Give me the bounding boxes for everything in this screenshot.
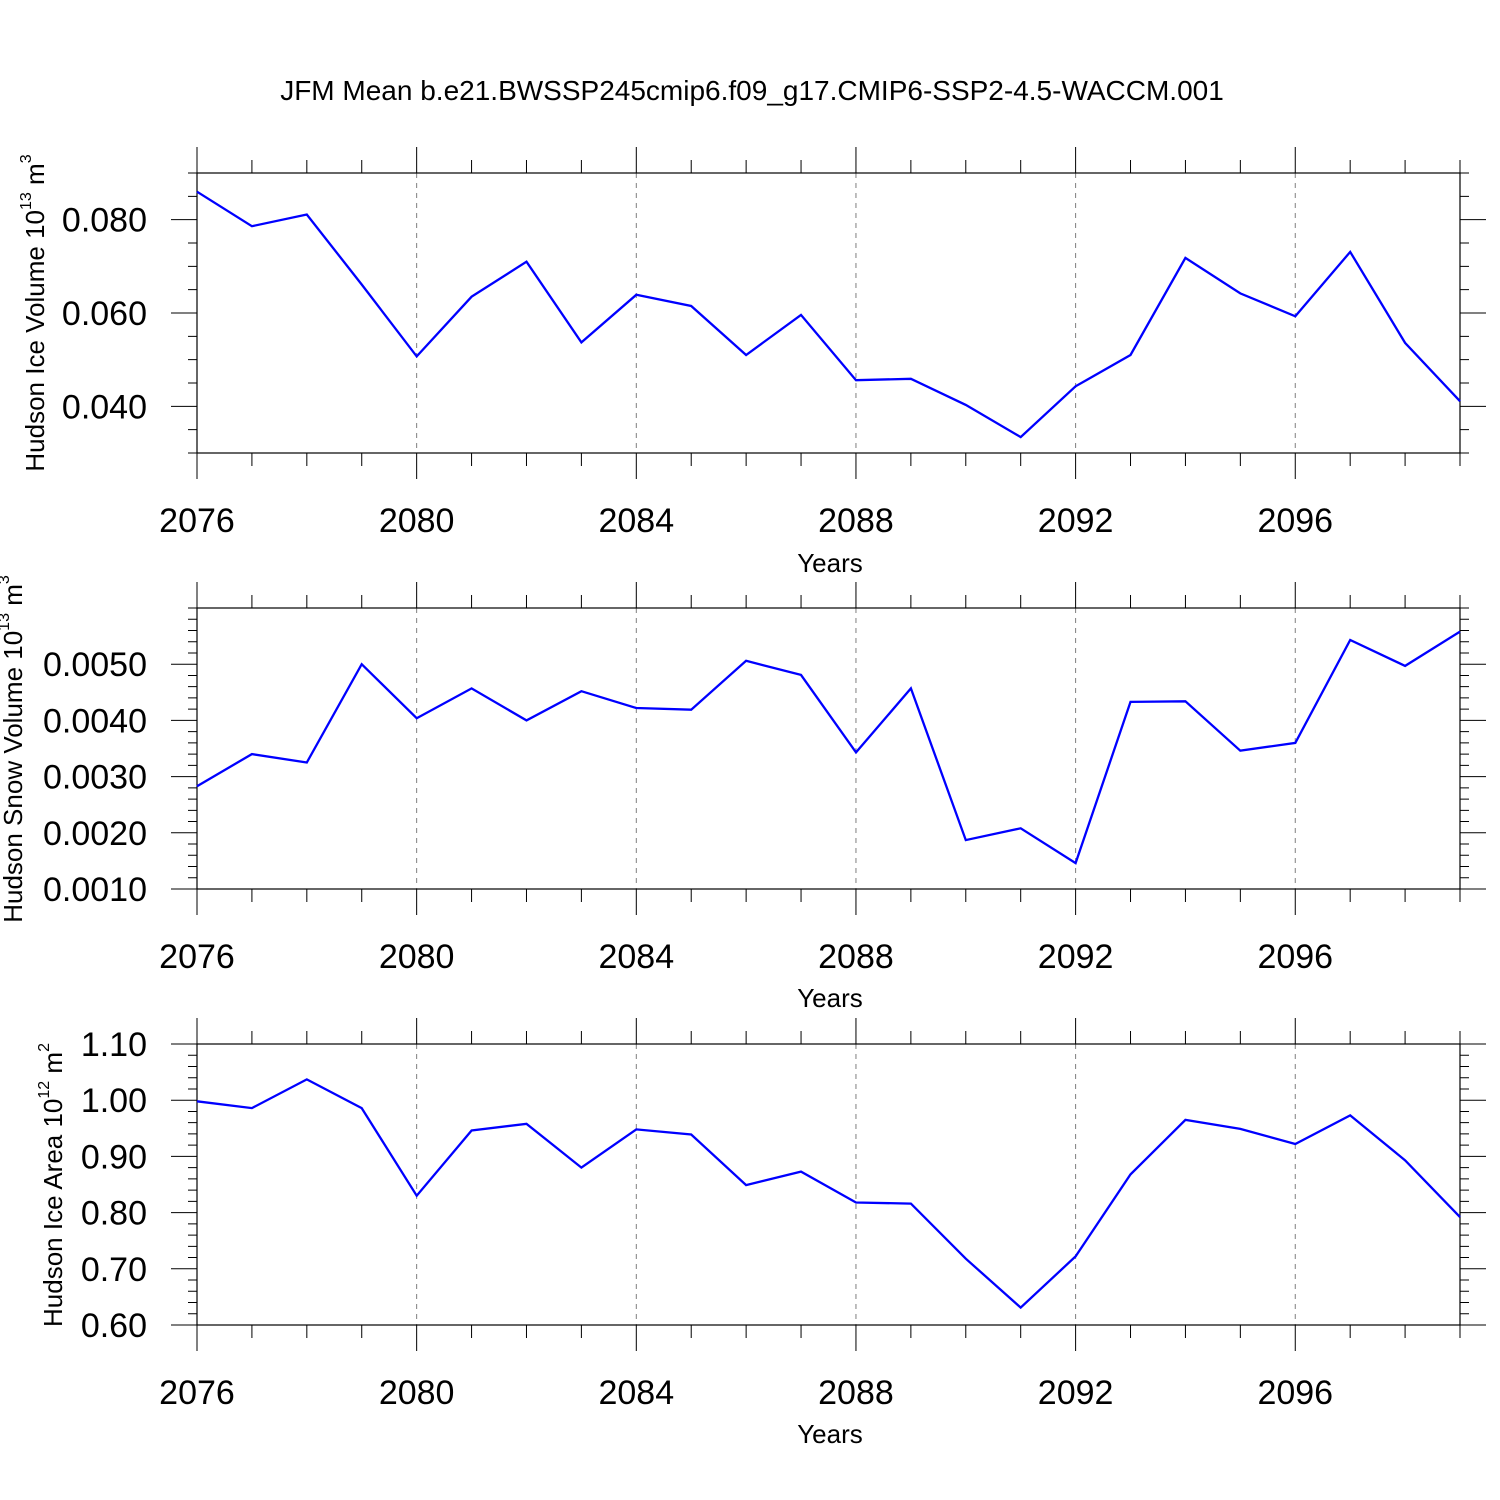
ice-area-y-tick-label: 0.80 [81, 1195, 147, 1233]
snow-volume-x-tick-label: 2092 [1038, 938, 1114, 976]
snow-volume-x-tick-label: 2096 [1257, 938, 1333, 976]
ice-area-x-tick-label: 2088 [818, 1374, 894, 1412]
ice-volume-xlabel: Years [797, 548, 863, 578]
ice-area-panel: Hudson Ice Area 1012 m2 Years 2076 2080 20… [36, 1018, 1486, 1449]
ice-volume-y-tick-label: 0.080 [62, 202, 147, 240]
ice-volume-x-tick-label: 2080 [379, 502, 455, 540]
ice-area-y-tick-label: 1.10 [81, 1026, 147, 1064]
snow-volume-y-tick-label: 0.0010 [43, 871, 147, 909]
ice-volume-ylabel: Hudson Ice Volume 1013 m3 [18, 154, 50, 471]
ice-area-ylabel: Hudson Ice Area 1012 m2 [36, 1043, 68, 1327]
ice-volume-series-line [196, 190, 1461, 439]
ice-volume-y-tick-label: 0.060 [62, 295, 147, 333]
ice-area-x-tick-label: 2080 [379, 1374, 455, 1412]
ice-volume-x-tick-label: 2092 [1038, 502, 1114, 540]
ice-volume-plot-frame [196, 172, 1461, 454]
ice-volume-x-tick-label: 2076 [159, 502, 235, 540]
ice-volume-x-tick-label: 2084 [598, 502, 674, 540]
snow-volume-y-tick-label: 0.0050 [43, 646, 147, 684]
ice-area-y-tick-label: 0.90 [81, 1138, 147, 1176]
snow-volume-xlabel: Years [797, 983, 863, 1013]
ice-area-x-tick-label: 2076 [159, 1374, 235, 1412]
ice-area-x-tick-label: 2096 [1257, 1374, 1333, 1412]
snow-volume-plot-frame [196, 607, 1461, 890]
snow-volume-x-tick-label: 2088 [818, 938, 894, 976]
snow-volume-y-tick-label: 0.0030 [43, 759, 147, 797]
ice-volume-x-tick-label: 2088 [818, 502, 894, 540]
figure-title: JFM Mean b.e21.BWSSP245cmip6.f09_g17.CMI… [280, 75, 1224, 106]
snow-volume-x-tick-label: 2076 [159, 938, 235, 976]
ice-area-x-tick-label: 2092 [1038, 1374, 1114, 1412]
snow-volume-x-tick-label: 2080 [379, 938, 455, 976]
snow-volume-y-tick-label: 0.0020 [43, 815, 147, 853]
ice-volume-y-tick-label: 0.040 [62, 388, 147, 426]
ice-volume-x-tick-label: 2096 [1257, 502, 1333, 540]
ice-volume-panel: Hudson Ice Volume 1013 m3 Years 2076 2080… [18, 147, 1486, 578]
snow-volume-series-line [196, 630, 1461, 865]
ice-area-y-tick-label: 0.70 [81, 1251, 147, 1289]
snow-volume-panel: Hudson Snow Volume 1013 m3 Years 2076 208… [0, 575, 1486, 1013]
ice-area-xlabel: Years [797, 1419, 863, 1449]
ice-area-series-line [196, 1078, 1461, 1310]
ice-area-plot-frame [196, 1043, 1461, 1326]
snow-volume-ylabel: Hudson Snow Volume 1013 m3 [0, 575, 28, 923]
ice-area-x-tick-label: 2084 [598, 1374, 674, 1412]
ice-area-y-tick-label: 0.60 [81, 1307, 147, 1345]
snow-volume-y-tick-label: 0.0040 [43, 702, 147, 740]
snow-volume-x-tick-label: 2084 [598, 938, 674, 976]
ice-area-y-tick-label: 1.00 [81, 1082, 147, 1120]
